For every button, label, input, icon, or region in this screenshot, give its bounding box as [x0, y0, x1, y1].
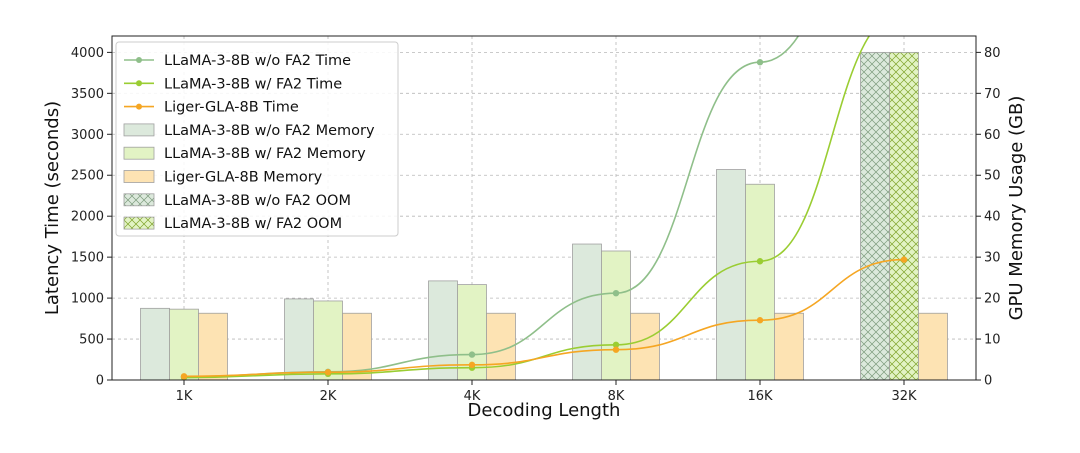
bar-llama-w-fa2-memory [169, 308, 199, 380]
x-tick-label: 1K [176, 389, 193, 404]
time-point [756, 59, 764, 66]
legend-label: LLaMA-3-8B w/o FA2 Memory [164, 123, 375, 139]
y-right-tick-label: 30 [984, 251, 1001, 266]
time-point [612, 289, 620, 297]
y-right-tick-label: 40 [984, 210, 1001, 225]
y-left-tick-label: 1500 [71, 251, 104, 266]
y-axis-right-title: GPU Memory Usage (GB) [1006, 96, 1027, 321]
y-left-tick-label: 4000 [71, 46, 104, 61]
time-point [468, 361, 476, 369]
bar-liger-gla-memory [918, 312, 948, 380]
legend-marker [136, 103, 142, 110]
memory-bars [140, 51, 948, 380]
legend-frame [115, 41, 399, 237]
legend-bar-swatch [123, 146, 155, 160]
y-left-tick-label: 500 [79, 333, 104, 348]
time-point [180, 373, 188, 380]
x-tick-label: 32K [891, 389, 917, 404]
y-left-tick-label: 3500 [71, 87, 104, 102]
time-point [612, 346, 620, 353]
x-tick-label: 4K [464, 389, 481, 404]
bar-liger-gla-memory [198, 312, 228, 380]
legend-bar-swatch [123, 193, 155, 207]
x-axis-title: Decoding Length [468, 400, 621, 421]
bar-llama-w-fa2-memory [601, 250, 631, 380]
y-left-tick-label: 3000 [71, 128, 104, 143]
y-right-tick-label: 0 [984, 374, 992, 389]
line-liger-gla-time [183, 258, 905, 378]
legend-marker [136, 57, 142, 63]
legend-bar-swatch [123, 123, 155, 137]
legend-label: LLaMA-3-8B w/o FA2 Time [164, 53, 351, 69]
bar-llama-w-fa2-memory [313, 300, 343, 380]
time-lines [180, 36, 908, 380]
legend: LLaMA-3-8B w/o FA2 Time LLaMA-3-8B w/ FA2… [115, 41, 399, 237]
bar-liger-gla-memory [774, 312, 804, 380]
y-right-tick-label: 20 [984, 292, 1001, 307]
axes: 0 500 1000 1500 2000 2500 3000 3500 4000 0 10 20 30 4… [71, 46, 1001, 404]
plot-frame [111, 35, 977, 381]
time-point [324, 369, 332, 376]
y-right-tick-label: 80 [984, 46, 1001, 61]
bar-llama-wo-fa2-memory [284, 298, 314, 380]
legend-label: LLaMA-3-8B w/ FA2 Time [164, 76, 342, 92]
time-point [756, 317, 764, 324]
bar-llama-wo-fa2-memory [140, 307, 170, 380]
y-axis-left-title: Latency Time (seconds) [42, 101, 63, 315]
x-tick-label: 8K [608, 389, 625, 404]
legend-bar-swatch [123, 170, 155, 183]
legend-items: LLaMA-3-8B w/o FA2 Time LLaMA-3-8B w/ FA2… [123, 53, 375, 232]
legend-label: LLaMA-3-8B w/ FA2 OOM [164, 216, 342, 232]
x-tick-label: 2K [320, 389, 337, 404]
legend-label: LLaMA-3-8B w/ FA2 Memory [164, 146, 366, 162]
x-tick-label: 16K [747, 389, 773, 404]
y-right-tick-label: 50 [984, 169, 1001, 184]
legend-label: Liger-GLA-8B Memory [164, 170, 323, 186]
time-point [900, 256, 908, 263]
bar-llama-w-fa2-oom [889, 51, 919, 380]
time-point [612, 341, 620, 348]
y-right-tick-label: 60 [984, 128, 1001, 143]
y-left-tick-label: 0 [96, 374, 104, 389]
y-left-tick-label: 2500 [71, 169, 104, 184]
bar-llama-wo-fa2-memory [572, 243, 602, 380]
legend-label: Liger-GLA-8B Time [164, 100, 299, 116]
legend-label: LLaMA-3-8B w/o FA2 OOM [164, 193, 351, 209]
y-right-tick-label: 10 [984, 333, 1001, 348]
legend-marker [136, 80, 142, 87]
bar-llama-wo-fa2-memory [716, 169, 746, 380]
time-point [756, 258, 764, 265]
y-left-tick-label: 2000 [71, 210, 104, 225]
bar-llama-wo-fa2-oom [860, 51, 890, 380]
bar-llama-w-fa2-memory [745, 183, 775, 380]
y-right-tick-label: 70 [984, 87, 1001, 102]
legend-bar-swatch [123, 216, 155, 230]
y-left-tick-label: 1000 [71, 292, 104, 307]
time-point [468, 351, 476, 358]
